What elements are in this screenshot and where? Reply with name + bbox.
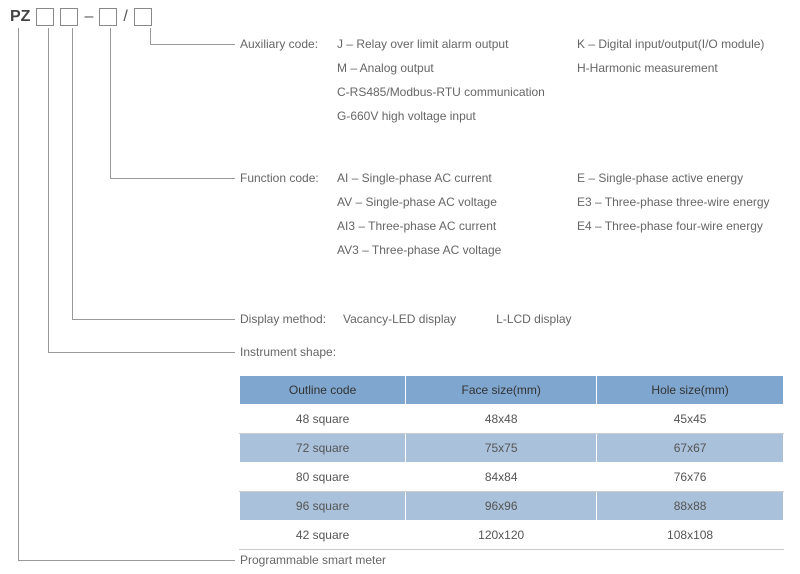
code-box-auxiliary xyxy=(134,8,152,26)
code-box-function xyxy=(99,8,117,26)
display-item: L-LCD display xyxy=(496,312,571,326)
aux-item: J – Relay over limit alarm output xyxy=(337,37,577,51)
table-row: 72 square 75x75 67x67 xyxy=(240,434,784,463)
tree-line xyxy=(72,28,73,319)
aux-item: H-Harmonic measurement xyxy=(577,61,800,75)
shape-table: Outline code Face size(mm) Hole size(mm)… xyxy=(239,375,784,550)
tree-line xyxy=(150,28,151,44)
code-box-display xyxy=(60,8,78,26)
table-cell: 72 square xyxy=(240,434,406,463)
table-cell: 75x75 xyxy=(406,434,597,463)
func-item: AI3 – Three-phase AC current xyxy=(337,219,577,233)
table-cell: 84x84 xyxy=(406,463,597,492)
table-cell: 80 square xyxy=(240,463,406,492)
table-cell: 48x48 xyxy=(406,405,597,434)
model-code-row: PZ – / xyxy=(10,8,152,26)
tree-line xyxy=(18,28,19,560)
function-label: Function code: xyxy=(240,171,319,185)
table-cell: 88x88 xyxy=(597,492,784,521)
table-header: Outline code xyxy=(240,376,406,405)
tree-line xyxy=(110,28,111,178)
table-cell: 67x67 xyxy=(597,434,784,463)
func-item: AV – Single-phase AC voltage xyxy=(337,195,577,209)
auxiliary-items: J – Relay over limit alarm output M – An… xyxy=(337,37,800,133)
table-header: Face size(mm) xyxy=(406,376,597,405)
func-item: E3 – Three-phase three-wire energy xyxy=(577,195,800,209)
table-cell: 48 square xyxy=(240,405,406,434)
code-dash: – xyxy=(84,8,93,26)
aux-item: M – Analog output xyxy=(337,61,577,75)
table-cell: 96 square xyxy=(240,492,406,521)
function-items: AI – Single-phase AC current AV – Single… xyxy=(337,171,800,267)
display-item: Vacancy-LED display xyxy=(343,312,456,326)
func-item: AI – Single-phase AC current xyxy=(337,171,577,185)
table-cell: 76x76 xyxy=(597,463,784,492)
shape-table-wrap: Outline code Face size(mm) Hole size(mm)… xyxy=(239,375,784,550)
aux-item: C-RS485/Modbus-RTU communication xyxy=(337,85,577,99)
tree-line xyxy=(48,28,49,352)
table-header-row: Outline code Face size(mm) Hole size(mm) xyxy=(240,376,784,405)
tree-line xyxy=(48,352,235,353)
table-row: 42 square 120x120 108x108 xyxy=(240,521,784,550)
func-item: E4 – Three-phase four-wire energy xyxy=(577,219,800,233)
table-row: 96 square 96x96 88x88 xyxy=(240,492,784,521)
table-cell: 120x120 xyxy=(406,521,597,550)
aux-item: G-660V high voltage input xyxy=(337,109,577,123)
tree-line xyxy=(72,319,235,320)
display-label: Display method: xyxy=(240,312,326,326)
table-row: 80 square 84x84 76x76 xyxy=(240,463,784,492)
tree-line xyxy=(110,178,235,179)
table-row: 48 square 48x48 45x45 xyxy=(240,405,784,434)
root-label: Programmable smart meter xyxy=(240,553,386,567)
code-box-shape xyxy=(36,8,54,26)
aux-item: K – Digital input/output(I/O module) xyxy=(577,37,800,51)
auxiliary-label: Auxiliary code: xyxy=(240,37,318,51)
shape-label: Instrument shape: xyxy=(240,345,336,359)
table-cell: 45x45 xyxy=(597,405,784,434)
code-slash: / xyxy=(123,8,127,26)
display-items: Vacancy-LED display L-LCD display xyxy=(343,312,572,326)
func-item: AV3 – Three-phase AC voltage xyxy=(337,243,577,257)
func-item: E – Single-phase active energy xyxy=(577,171,800,185)
table-cell: 96x96 xyxy=(406,492,597,521)
table-cell: 42 square xyxy=(240,521,406,550)
table-cell: 108x108 xyxy=(597,521,784,550)
table-header: Hole size(mm) xyxy=(597,376,784,405)
code-prefix: PZ xyxy=(10,8,30,26)
tree-line xyxy=(18,560,235,561)
tree-line xyxy=(150,44,235,45)
